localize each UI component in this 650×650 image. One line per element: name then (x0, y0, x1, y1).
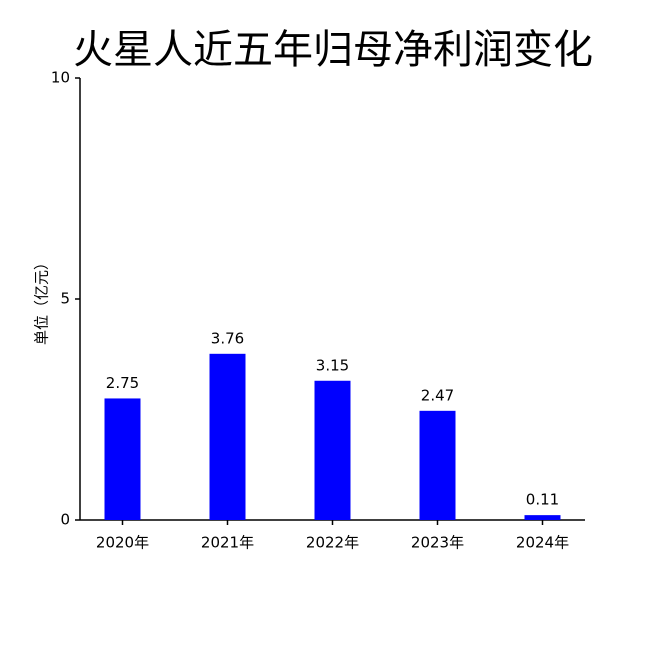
data-label: 3.76 (211, 329, 244, 347)
data-label: 2.75 (106, 374, 139, 392)
y-axis-label: 单位（亿元） (33, 255, 51, 345)
bar (104, 398, 141, 520)
x-tick-label: 2024年 (516, 534, 569, 552)
data-label: 0.11 (526, 491, 559, 509)
bar (209, 353, 246, 520)
bar (419, 410, 456, 520)
chart-title: 火星人近五年归母净利润变化 (73, 27, 593, 73)
bar (524, 515, 561, 520)
y-tick-label: 5 (60, 290, 70, 308)
x-tick-label: 2021年 (201, 534, 254, 552)
bar (314, 380, 351, 520)
data-label: 3.15 (316, 356, 349, 374)
data-label: 2.47 (421, 386, 454, 404)
y-tick-label: 0 (60, 511, 70, 529)
x-tick-label: 2023年 (411, 534, 464, 552)
x-tick-label: 2020年 (96, 534, 149, 552)
y-tick-label: 10 (51, 69, 70, 87)
x-tick-label: 2022年 (306, 534, 359, 552)
